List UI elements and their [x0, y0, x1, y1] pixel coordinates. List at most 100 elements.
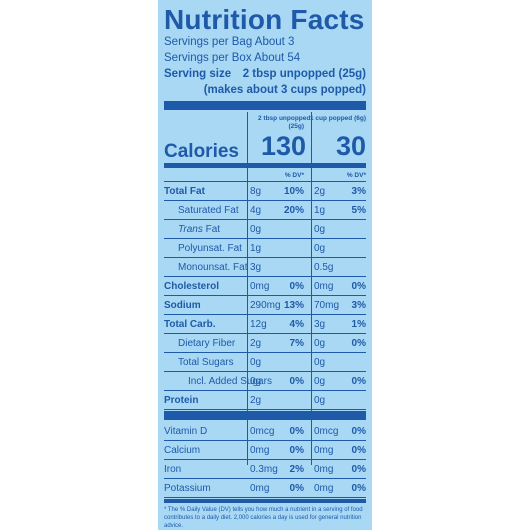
amount-col1: 0mg	[250, 281, 270, 292]
nutrient-name: Potassium	[164, 483, 211, 494]
amount-col2: 0mg	[314, 464, 334, 475]
dv-col1: 2%	[289, 464, 304, 475]
dv-col1: 10%	[283, 186, 304, 197]
column-divider-1	[247, 112, 248, 465]
dv-col1: 0%	[289, 445, 304, 456]
nutrient-name: Calcium	[164, 445, 201, 456]
servings-per-bag: Servings per Bag About 3	[164, 36, 295, 48]
amount-col2: 0mg	[314, 281, 334, 292]
amount-col2: 0mcg	[314, 426, 339, 437]
column-divider-2	[311, 112, 312, 465]
table-row: Total Fat 8g 10% 2g 3%	[164, 182, 366, 201]
amount-col1: 2g	[250, 338, 262, 349]
nutrient-name: Saturated Fat	[178, 205, 239, 216]
dv-col2: 0%	[351, 281, 366, 292]
amount-col1: 8g	[250, 186, 262, 197]
dv-col2: 0%	[351, 464, 366, 475]
amount-col1: 2g	[250, 395, 262, 406]
amount-col1: 0.3mg	[250, 464, 278, 475]
amount-col2: 0g	[314, 224, 326, 235]
table-row: Monounsat. Fat 3g 0.5g	[164, 258, 366, 277]
nutrient-name: Iron	[164, 464, 182, 475]
dv-col1: 0%	[289, 483, 304, 494]
dv-col1: 0%	[289, 426, 304, 437]
col2-header: 1 cup popped (6g)	[310, 115, 366, 122]
amount-col1: 3g	[250, 262, 262, 273]
amount-col1: 1g	[250, 243, 262, 254]
amount-col1: 0mg	[250, 483, 270, 494]
serving-size-value: 2 tbsp unpopped (25g)	[242, 68, 366, 80]
dv-col2: 0%	[351, 426, 366, 437]
serving-size-label: Serving size	[164, 68, 232, 80]
dv-col2: 0%	[351, 483, 366, 494]
dv-col1: 13%	[283, 300, 304, 311]
amount-col2: 0mg	[314, 445, 334, 456]
table-row: Total Carb. 12g 4% 3g 1%	[164, 315, 366, 334]
thick-divider-vitamins	[164, 411, 366, 420]
label-title: Nutrition Facts	[164, 4, 365, 35]
amount-col2: 0g	[314, 395, 326, 406]
nutrient-name: Incl. Added Sugars	[188, 376, 272, 387]
table-row: Incl. Added Sugars 0g 0% 0g 0%	[164, 372, 366, 391]
table-row: Saturated Fat 4g 20% 1g 5%	[164, 201, 366, 220]
dv-col2: 0%	[351, 376, 366, 387]
amount-col2: 0.5g	[314, 262, 334, 273]
dv-label-col2: % DV*	[346, 172, 366, 179]
nutrient-name: Protein	[164, 395, 199, 406]
nutrient-name: Cholesterol	[164, 281, 220, 292]
nutrient-name: Vitamin D	[164, 426, 208, 437]
amount-col1: 0g	[250, 357, 262, 368]
table-row: Cholesterol 0mg 0% 0mg 0%	[164, 277, 366, 296]
table-row: Iron 0.3mg 2% 0mg 0%	[164, 460, 366, 479]
dv-col2: 1%	[351, 319, 366, 330]
table-row: Vitamin D 0mcg 0% 0mcg 0%	[164, 422, 366, 441]
serving-size-note: (makes about 3 cups popped)	[203, 84, 366, 96]
medium-divider	[164, 163, 366, 168]
table-row: Polyunsat. Fat 1g 0g	[164, 239, 366, 258]
amount-col1: 290mg	[250, 300, 281, 311]
dv-col2: 5%	[351, 205, 366, 216]
nutrient-name: Dietary Fiber	[178, 338, 236, 349]
amount-col2: 0g	[314, 338, 326, 349]
amount-col2: 0mg	[314, 483, 334, 494]
amount-col1: 0g	[250, 224, 262, 235]
col1-header: 2 tbsp unpopped	[258, 115, 311, 122]
amount-col1: 0g	[250, 376, 262, 387]
nutrient-name: Total Fat	[164, 186, 205, 197]
calories-col1: 130	[260, 131, 306, 161]
calories-col2: 30	[335, 131, 366, 161]
table-row: Trans Fat 0g 0g	[164, 220, 366, 239]
table-row: Calcium 0mg 0% 0mg 0%	[164, 441, 366, 460]
nutrient-name: Sodium	[164, 300, 201, 311]
dv-col1: 20%	[283, 205, 304, 216]
amount-col2: 1g	[314, 205, 326, 216]
dv-col2: 0%	[351, 445, 366, 456]
nutrient-name: Polyunsat. Fat	[178, 243, 242, 254]
nutrient-name: Total Carb.	[164, 319, 216, 330]
nutrient-name: Trans Fat	[178, 224, 221, 235]
nutrition-label: Nutrition Facts Servings per Bag About 3…	[158, 0, 372, 530]
amount-col2: 3g	[314, 319, 326, 330]
table-row: Dietary Fiber 2g 7% 0g 0%	[164, 334, 366, 353]
table-row: Potassium 0mg 0% 0mg 0%	[164, 479, 366, 498]
dv-col2: 3%	[351, 300, 366, 311]
amount-col2: 70mg	[314, 300, 340, 311]
thick-divider	[164, 101, 366, 110]
amount-col1: 12g	[250, 319, 267, 330]
nutrient-name: Monounsat. Fat	[178, 262, 248, 273]
nutrient-name: Total Sugars	[178, 357, 234, 368]
amount-col1: 4g	[250, 205, 262, 216]
dv-label-col1: % DV*	[284, 172, 304, 179]
dv-col1: 7%	[289, 338, 304, 349]
amount-col1: 0mg	[250, 445, 270, 456]
amount-col1: 0mcg	[250, 426, 275, 437]
amount-col2: 0g	[314, 243, 326, 254]
dv-col1: 4%	[289, 319, 304, 330]
col1-header-weight: (25g)	[288, 123, 304, 130]
dv-col1: 0%	[289, 281, 304, 292]
dv-col1: 0%	[289, 376, 304, 387]
amount-col2: 2g	[314, 186, 326, 197]
calories-label: Calories	[164, 141, 239, 162]
dv-col2: 3%	[351, 186, 366, 197]
footnote-divider	[164, 499, 366, 503]
